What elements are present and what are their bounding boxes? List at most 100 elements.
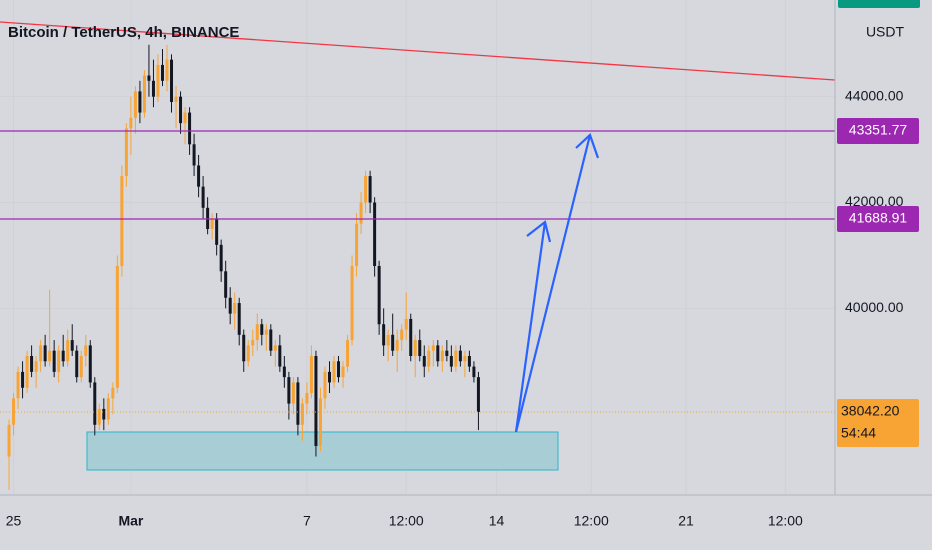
- candle-body: [210, 218, 214, 229]
- candle-body: [215, 218, 219, 245]
- price-label: 41688.91: [849, 210, 908, 226]
- candle-body: [66, 340, 70, 362]
- candle-body: [359, 202, 363, 224]
- candle-body: [440, 350, 444, 362]
- candle-body: [160, 64, 164, 81]
- candle-body: [201, 186, 205, 208]
- candle-body: [476, 377, 480, 412]
- candle-body: [445, 350, 449, 356]
- currency-label: USDT: [866, 24, 905, 40]
- candle-body: [346, 340, 350, 367]
- candle-body: [165, 59, 169, 81]
- candle-body: [467, 355, 471, 367]
- last-price-label: 38042.20: [841, 403, 900, 419]
- candle-body: [34, 361, 38, 372]
- x-tick-label: 12:00: [574, 513, 609, 529]
- support-zone: [86, 431, 559, 471]
- candle-body: [291, 382, 295, 404]
- candle-body: [219, 244, 223, 272]
- candle-body: [7, 424, 11, 457]
- candle-body: [138, 91, 142, 113]
- candle-body: [296, 382, 300, 425]
- candle-body: [377, 266, 381, 325]
- candle-body: [350, 266, 354, 341]
- candle-body: [88, 345, 92, 383]
- x-tick-label: 14: [489, 513, 505, 529]
- candle-body: [115, 266, 119, 388]
- candle-body: [454, 350, 458, 367]
- candle-body: [269, 329, 273, 351]
- candle-body: [39, 345, 43, 362]
- candle-body: [251, 340, 255, 346]
- candle-body: [133, 91, 137, 118]
- candle-body: [16, 371, 20, 399]
- candle-body: [237, 303, 241, 335]
- candle-body: [142, 75, 146, 113]
- candle-body: [314, 355, 318, 446]
- candle-body: [318, 398, 322, 446]
- candle-body: [332, 361, 336, 383]
- candle-body: [75, 350, 79, 378]
- candle-body: [97, 408, 101, 425]
- candle-body: [197, 165, 201, 187]
- candle-body: [12, 398, 16, 425]
- candle-body: [151, 80, 155, 97]
- candle-body: [309, 355, 313, 394]
- candle-body: [278, 345, 282, 367]
- top-badge: [838, 0, 920, 8]
- candle-body: [458, 350, 462, 362]
- last-price-box: [837, 398, 919, 447]
- candle-body: [30, 355, 34, 372]
- candle-body: [183, 112, 187, 124]
- candle-body: [472, 366, 476, 378]
- candle-body: [422, 355, 426, 367]
- candle-body: [431, 345, 435, 351]
- candle-body: [341, 366, 345, 378]
- candle-body: [224, 271, 228, 298]
- price-axis: [835, 0, 932, 550]
- candle-body: [300, 403, 304, 425]
- candle-body: [427, 350, 431, 367]
- candle-body: [147, 75, 151, 81]
- candle-body: [106, 398, 110, 420]
- candle-body: [170, 59, 174, 102]
- candle-body: [404, 318, 408, 330]
- candle-body: [48, 350, 52, 362]
- candle-body: [70, 340, 74, 351]
- candle-body: [124, 128, 128, 177]
- candle-body: [129, 117, 133, 129]
- candle-body: [409, 318, 413, 356]
- candle-body: [228, 297, 232, 314]
- candle-body: [246, 345, 250, 362]
- y-tick-label: 40000.00: [845, 299, 904, 315]
- arrows: [514, 133, 600, 433]
- price-label-box: [837, 117, 919, 144]
- candle-body: [287, 377, 291, 404]
- axis-labels: 44000.00 42000.00 40000.00 25 Mar 7 12:00 14 12:…: [6, 87, 919, 529]
- candle-body: [255, 324, 259, 341]
- candle-body: [463, 355, 467, 362]
- candle-body: [400, 329, 404, 341]
- candle-body: [233, 303, 237, 314]
- x-tick-label: 12:00: [389, 513, 424, 529]
- candle-body: [61, 350, 65, 362]
- candle-body: [395, 340, 399, 351]
- candle-body: [364, 176, 368, 203]
- candle-body: [52, 350, 56, 372]
- chart-title: Bitcoin / TetherUS, 4h, BINANCE: [8, 24, 239, 41]
- candle-body: [260, 324, 264, 335]
- candle-body: [413, 340, 417, 356]
- x-tick-label: 7: [303, 513, 311, 529]
- arrow: [514, 133, 600, 433]
- candle-body: [57, 350, 61, 372]
- candle-body: [418, 340, 422, 356]
- candle-body: [93, 382, 97, 425]
- candle-body: [174, 96, 178, 102]
- candle-body: [337, 361, 341, 378]
- candle-body: [84, 345, 88, 356]
- candle-body: [382, 324, 386, 346]
- candle-body: [323, 371, 327, 399]
- candle-body: [111, 387, 115, 399]
- candle-body: [355, 223, 359, 267]
- y-tick-label: 42000.00: [845, 193, 904, 209]
